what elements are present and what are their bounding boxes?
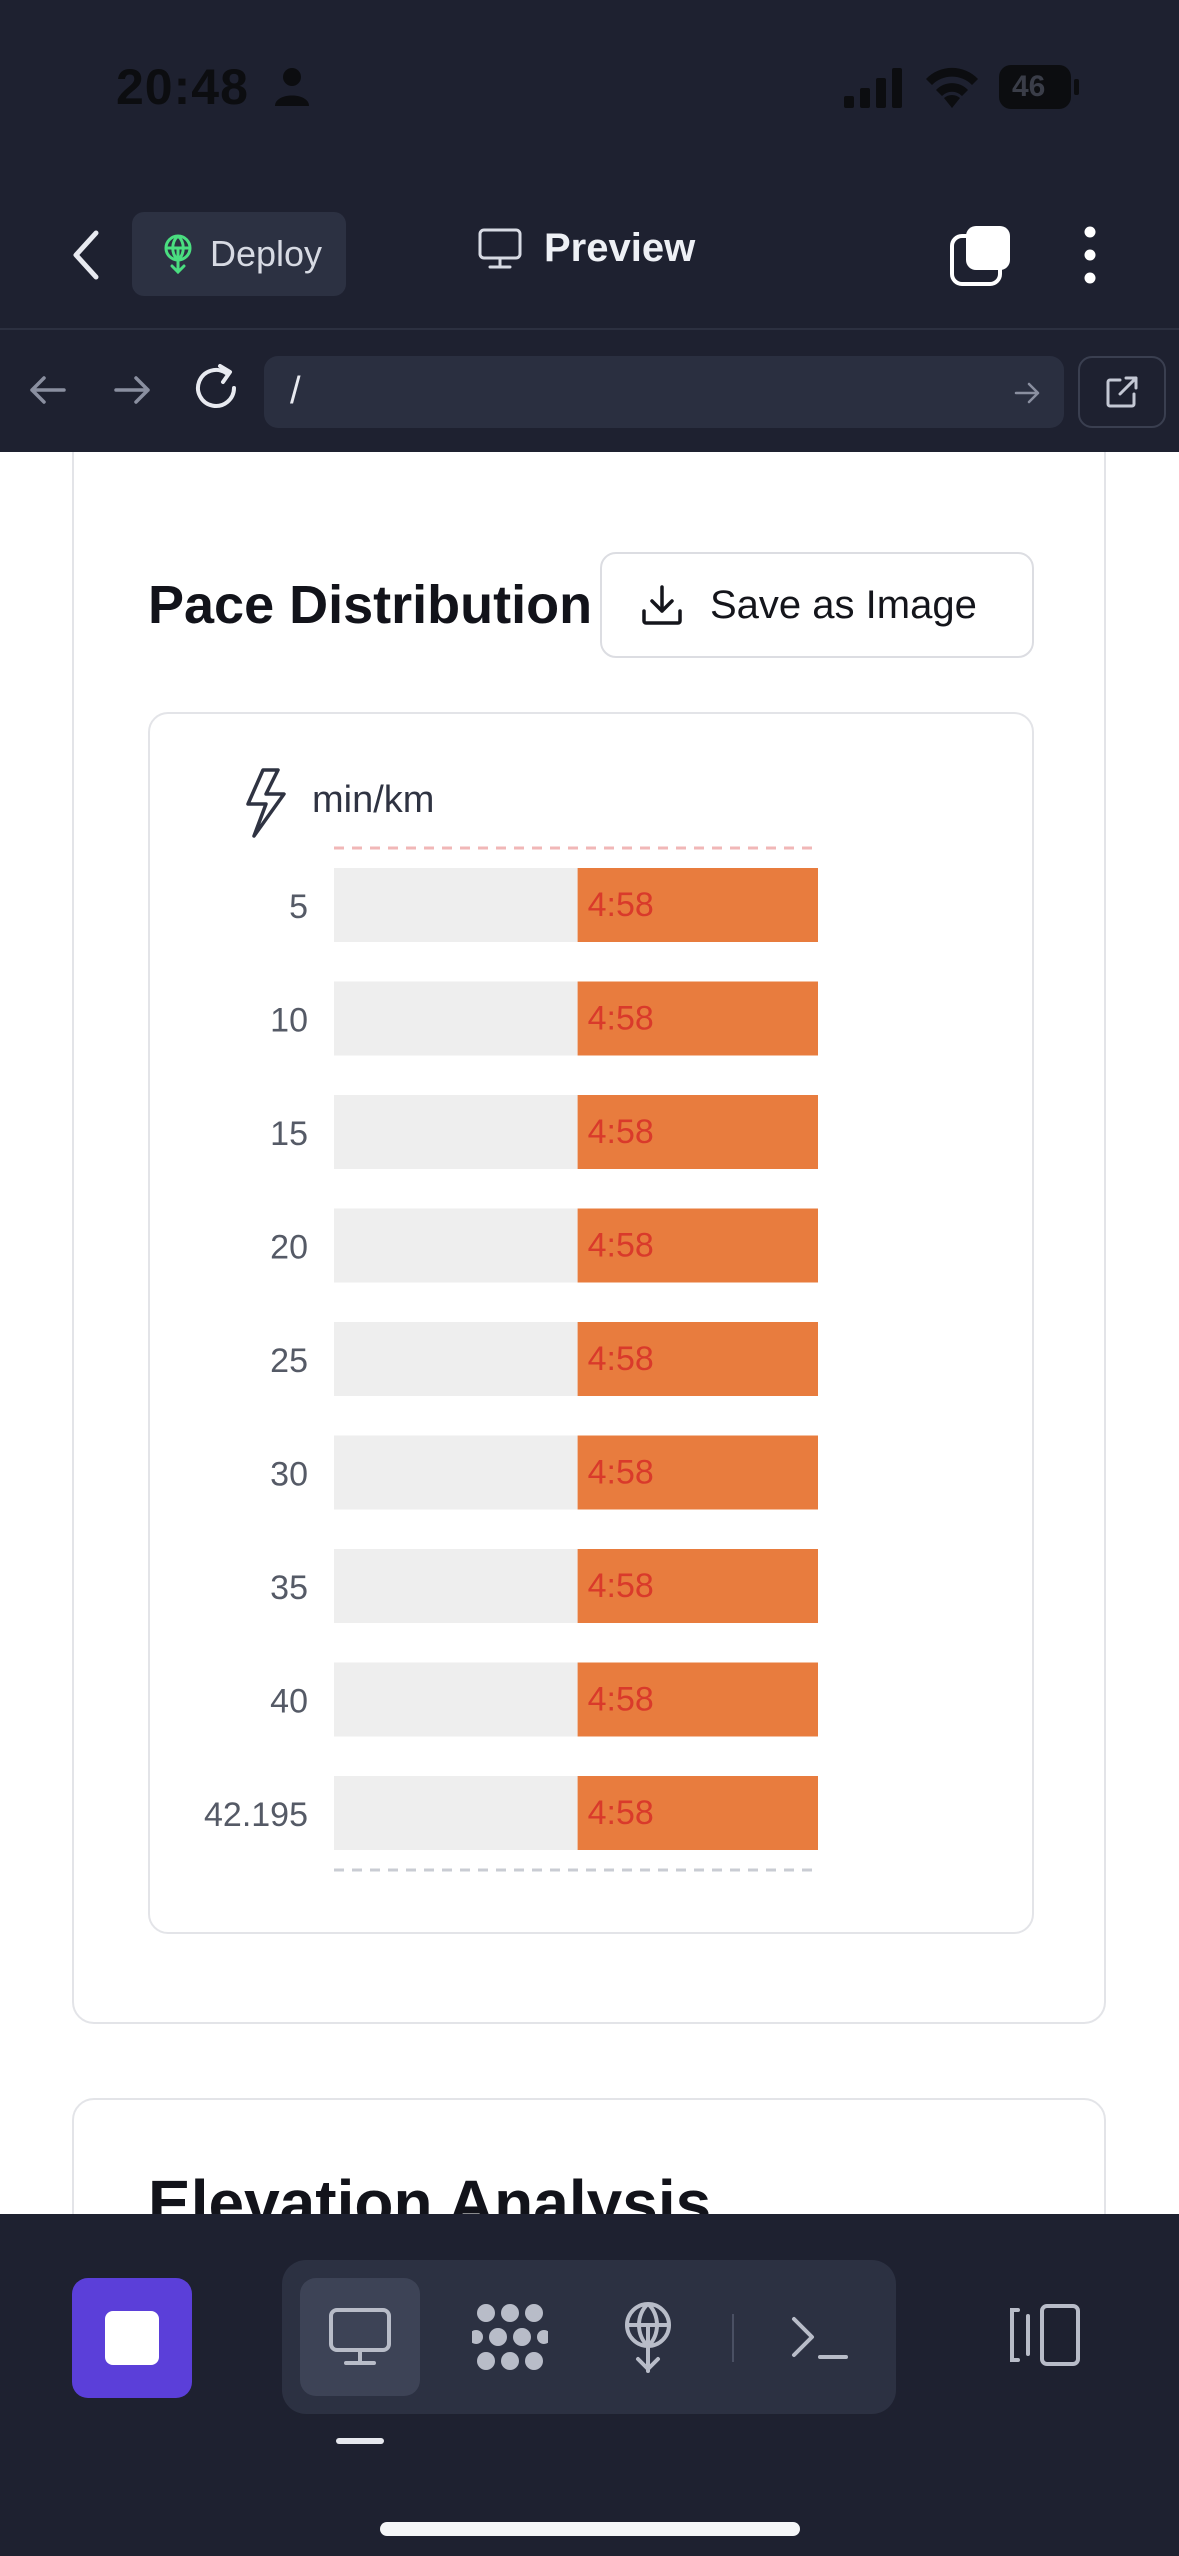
pace-bar <box>577 1435 818 1510</box>
tool-preview-active-bg <box>300 2278 420 2396</box>
bar-value-label: 4:58 <box>588 1794 654 1832</box>
save-button-label: Save as Image <box>710 582 977 627</box>
bar-value-label: 4:58 <box>588 886 654 924</box>
terminal-icon <box>792 2317 848 2359</box>
windows-switcher-icon[interactable] <box>948 224 1012 288</box>
deploy-button[interactable]: Deploy <box>132 212 346 296</box>
lightning-bolt-icon <box>246 768 286 838</box>
pace-bar <box>577 981 818 1056</box>
category-label: 25 <box>270 1342 308 1380</box>
pace-bar <box>577 1662 818 1737</box>
bottom-toolbar <box>0 2214 1179 2556</box>
person-icon <box>275 68 309 106</box>
pace-bar <box>577 1776 818 1850</box>
category-label: 30 <box>270 1456 308 1494</box>
download-icon <box>642 585 682 625</box>
pace-bar <box>577 1095 818 1169</box>
preview-label: Preview <box>544 226 696 270</box>
category-label: 40 <box>270 1683 308 1721</box>
open-external-button[interactable] <box>1078 356 1166 428</box>
active-tab-indicator <box>336 2438 384 2444</box>
pace-chart: min/km 4:58 5 4:58 10 4:58 15 4:58 20 4:58 25 4:58… <box>148 712 1034 1934</box>
preview-tab-title: Preview <box>478 226 695 271</box>
deploy-globe-icon <box>164 234 192 274</box>
preview-viewport: Pace Distribution Save as Image min/km 4… <box>0 452 1179 2214</box>
tool-shell[interactable] <box>760 2278 880 2396</box>
bar-value-label: 4:58 <box>588 1567 654 1605</box>
browser-toolbar: / <box>0 332 1179 452</box>
more-options-icon[interactable] <box>1070 220 1110 290</box>
home-indicator <box>380 2522 800 2536</box>
reload-icon[interactable] <box>190 362 242 414</box>
monitor-icon <box>478 228 522 268</box>
pace-chart-svg: min/km 4:58 5 4:58 10 4:58 15 4:58 20 4:58 25 4:58… <box>204 768 818 1872</box>
app-header: Deploy Preview <box>0 180 1179 330</box>
deploy-label: Deploy <box>210 233 323 274</box>
bar-value-label: 4:58 <box>588 1227 654 1265</box>
stop-icon <box>105 2311 159 2365</box>
back-button[interactable] <box>56 220 116 290</box>
card2-title: Elevation Analysis <box>148 2167 712 2214</box>
bar-value-label: 4:58 <box>588 1113 654 1151</box>
deploy-globe-icon <box>625 2302 671 2373</box>
category-label: 5 <box>289 888 308 926</box>
url-input[interactable]: / <box>264 356 1064 428</box>
tool-group <box>282 2260 896 2414</box>
cellular-signal-icon <box>844 68 902 108</box>
pace-bar <box>577 1208 818 1283</box>
monitor-icon <box>329 2308 391 2365</box>
panel-layout-icon[interactable] <box>1004 2300 1084 2370</box>
card-title: Pace Distribution <box>148 575 593 635</box>
pace-bar <box>577 1549 818 1623</box>
pace-bar <box>577 1322 818 1396</box>
category-label: 10 <box>270 1002 308 1040</box>
nav-forward-arrow-icon[interactable] <box>108 366 156 414</box>
category-label: 15 <box>270 1115 308 1153</box>
pace-bar <box>577 868 818 942</box>
external-link-icon <box>1106 376 1138 408</box>
stop-button[interactable] <box>72 2278 192 2398</box>
bar-value-label: 4:58 <box>588 1681 654 1719</box>
wifi-icon <box>926 67 978 108</box>
bar-value-label: 4:58 <box>588 1454 654 1492</box>
toolbar-divider <box>732 2314 734 2362</box>
elevation-analysis-card: Elevation Analysis <box>72 2098 1106 2214</box>
workflow-nodes-icon <box>472 2304 548 2370</box>
status-bar: 20:48 46 <box>0 0 1179 180</box>
battery-level: 46 <box>1012 70 1046 103</box>
battery-icon: 46 <box>998 64 1082 110</box>
category-label: 42.195 <box>204 1796 308 1834</box>
url-text: / <box>290 370 301 412</box>
tool-workflows[interactable] <box>450 2278 570 2396</box>
nav-back-arrow-icon[interactable] <box>24 366 72 414</box>
pace-distribution-card: Pace Distribution Save as Image min/km 4… <box>72 452 1106 2024</box>
tool-deploy[interactable] <box>588 2278 708 2396</box>
unit-label: min/km <box>312 779 434 821</box>
tool-preview[interactable] <box>300 2278 420 2396</box>
category-label: 20 <box>270 1229 308 1267</box>
bar-value-label: 4:58 <box>588 1340 654 1378</box>
bar-value-label: 4:58 <box>588 1000 654 1038</box>
save-as-image-button[interactable]: Save as Image <box>600 552 1034 658</box>
status-time: 20:48 <box>116 59 249 115</box>
chevron-left-icon <box>73 230 99 280</box>
category-label: 35 <box>270 1569 308 1607</box>
go-arrow-icon[interactable] <box>1012 378 1042 408</box>
